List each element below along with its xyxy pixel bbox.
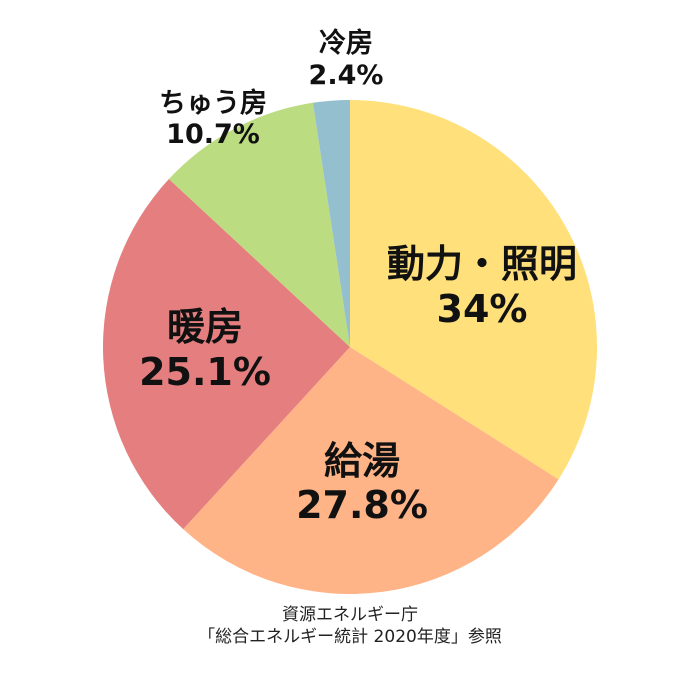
- label-kitchen: ちゅう房: [159, 88, 267, 119]
- slice-cooling: [312, 100, 350, 347]
- source-line-1: 資源エネルギー庁: [282, 605, 418, 625]
- slice-power-lighting: [350, 100, 598, 480]
- value-power-lighting: 34%: [437, 287, 528, 331]
- value-cooling: 2.4%: [309, 60, 384, 91]
- pie-slices: [102, 100, 598, 595]
- label-cooling: 冷房: [319, 28, 373, 59]
- label-heating: 暖房: [167, 305, 243, 349]
- slice-hot-water: [183, 347, 559, 595]
- label-power-lighting: 動力・照明: [387, 242, 577, 286]
- slice-heating: [102, 179, 350, 530]
- slice-kitchen: [168, 102, 350, 347]
- value-hot-water: 27.8%: [296, 483, 428, 527]
- value-kitchen: 10.7%: [166, 119, 260, 150]
- label-hot-water: 給湯: [324, 439, 400, 483]
- source-line-2: 「総合エネルギー統計 2020年度」参照: [198, 627, 502, 647]
- value-heating: 25.1%: [139, 350, 271, 394]
